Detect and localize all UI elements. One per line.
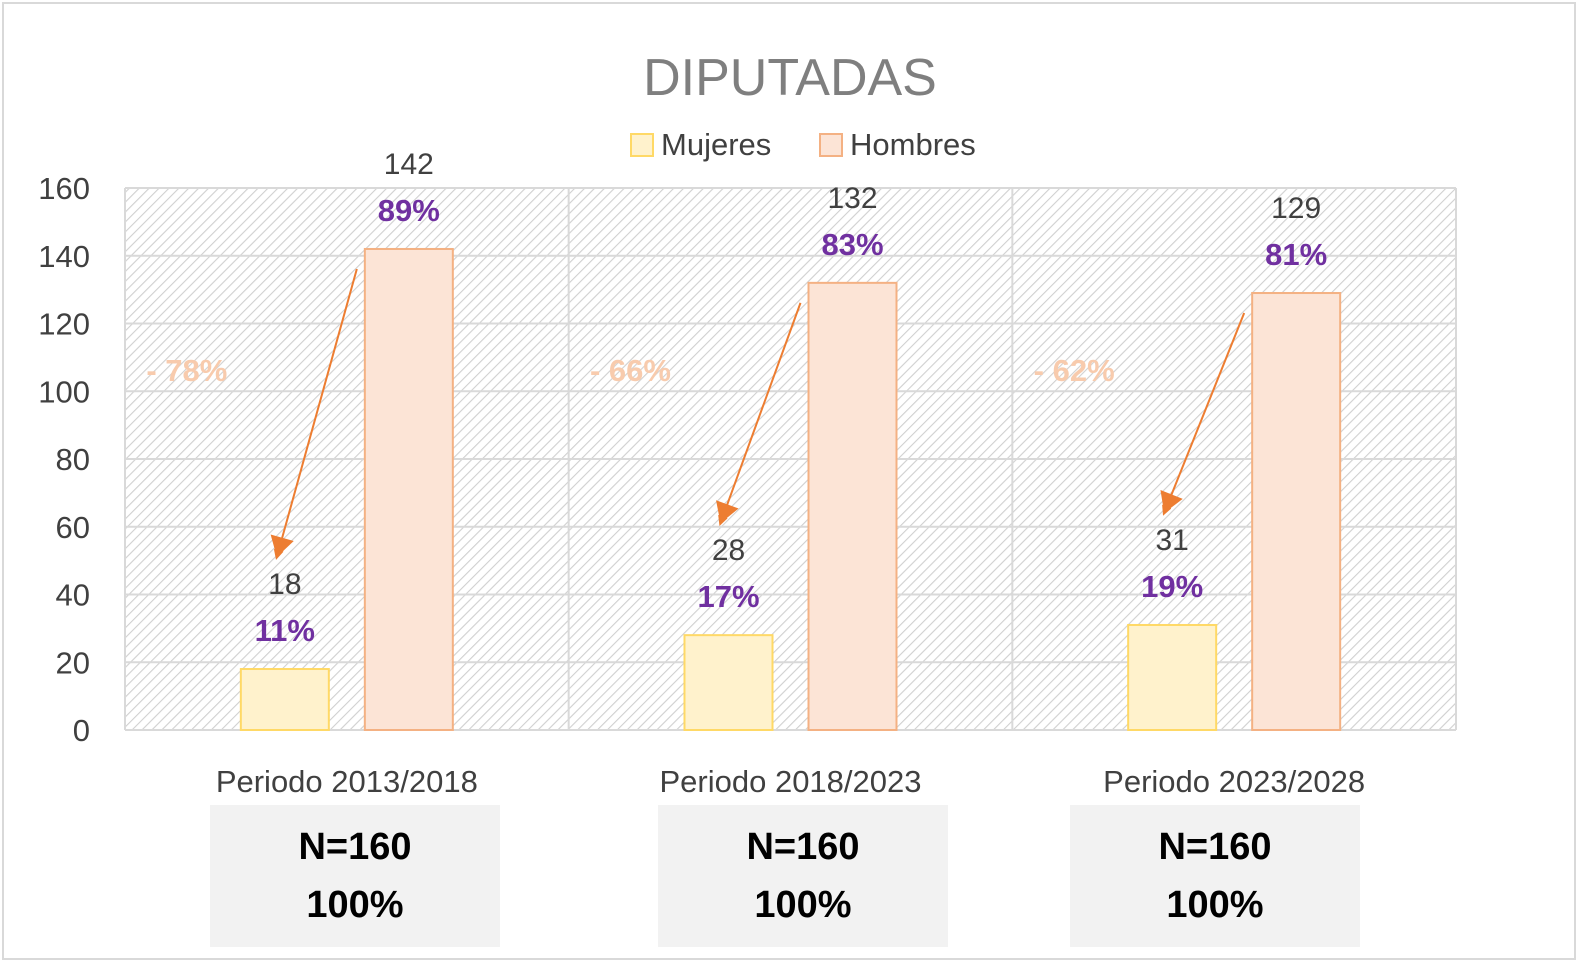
total-box: N=160 100% (1070, 805, 1360, 947)
value-label: 18 (268, 568, 301, 601)
bar (807, 281, 898, 731)
total-percent: 100% (1166, 884, 1264, 926)
legend: Mujeres Hombres (630, 127, 976, 162)
value-label: 28 (712, 534, 745, 567)
x-tick-label: Periodo 2023/2028 (1103, 764, 1365, 799)
total-n: N=160 (746, 826, 860, 868)
total-box: N=160 100% (210, 805, 500, 947)
legend-swatch (819, 133, 843, 157)
gap-arrowhead (270, 534, 294, 558)
value-label: 142 (384, 148, 434, 181)
value-label: 129 (1271, 192, 1321, 225)
legend-label: Mujeres (661, 127, 771, 162)
x-axis: Periodo 2013/2018 Periodo 2018/2023 Period… (216, 764, 1365, 799)
legend-label: Hombres (850, 127, 976, 162)
y-tick-label: 0 (73, 713, 90, 748)
percent-label: 81% (1265, 237, 1327, 272)
gap-arrowhead (1160, 489, 1183, 513)
x-tick-label: Periodo 2018/2023 (659, 764, 921, 799)
percent-label: 17% (697, 579, 759, 614)
chart-title: DIPUTADAS (643, 49, 937, 107)
value-label: 31 (1155, 524, 1188, 557)
total-percent: 100% (306, 884, 404, 926)
percent-label: 11% (255, 613, 315, 648)
percent-label: 19% (1141, 569, 1203, 604)
y-tick-label: 60 (56, 510, 90, 545)
gap-arrow (718, 302, 802, 526)
gap-arrow (273, 268, 358, 560)
data-labels: 18 11% 142 89% - 78% 28 17% 132 83% - 66% 31 19% 129… (146, 148, 1327, 648)
bar (363, 247, 454, 731)
bars (239, 247, 1342, 732)
gap-arrows (270, 268, 1246, 560)
bar (239, 668, 330, 732)
y-tick-label: 100 (38, 374, 90, 409)
total-n: N=160 (1158, 826, 1272, 868)
value-label: 132 (827, 182, 877, 215)
gap-arrowhead (716, 500, 739, 524)
percent-label: 83% (821, 227, 883, 262)
gap-arrow (1162, 312, 1246, 516)
legend-swatch (630, 133, 654, 157)
bar (1251, 292, 1342, 731)
total-n: N=160 (298, 826, 412, 868)
x-tick-label: Periodo 2013/2018 (216, 764, 478, 799)
bar (683, 634, 774, 732)
gap-label: - 78% (146, 353, 227, 388)
gap-label: - 62% (1034, 353, 1115, 388)
total-box: N=160 100% (658, 805, 948, 947)
y-axis: 0 20 40 60 80 100 120 140 160 (38, 171, 90, 748)
y-tick-label: 80 (56, 442, 90, 477)
gap-label: - 66% (590, 353, 671, 388)
y-tick-label: 140 (38, 239, 90, 274)
y-tick-label: 160 (38, 171, 90, 206)
percent-label: 89% (378, 193, 440, 228)
bar (1127, 623, 1218, 731)
y-tick-label: 120 (38, 307, 90, 342)
y-tick-label: 40 (56, 578, 90, 613)
total-percent: 100% (754, 884, 852, 926)
plot-area (124, 187, 1457, 731)
y-tick-label: 20 (56, 645, 90, 680)
